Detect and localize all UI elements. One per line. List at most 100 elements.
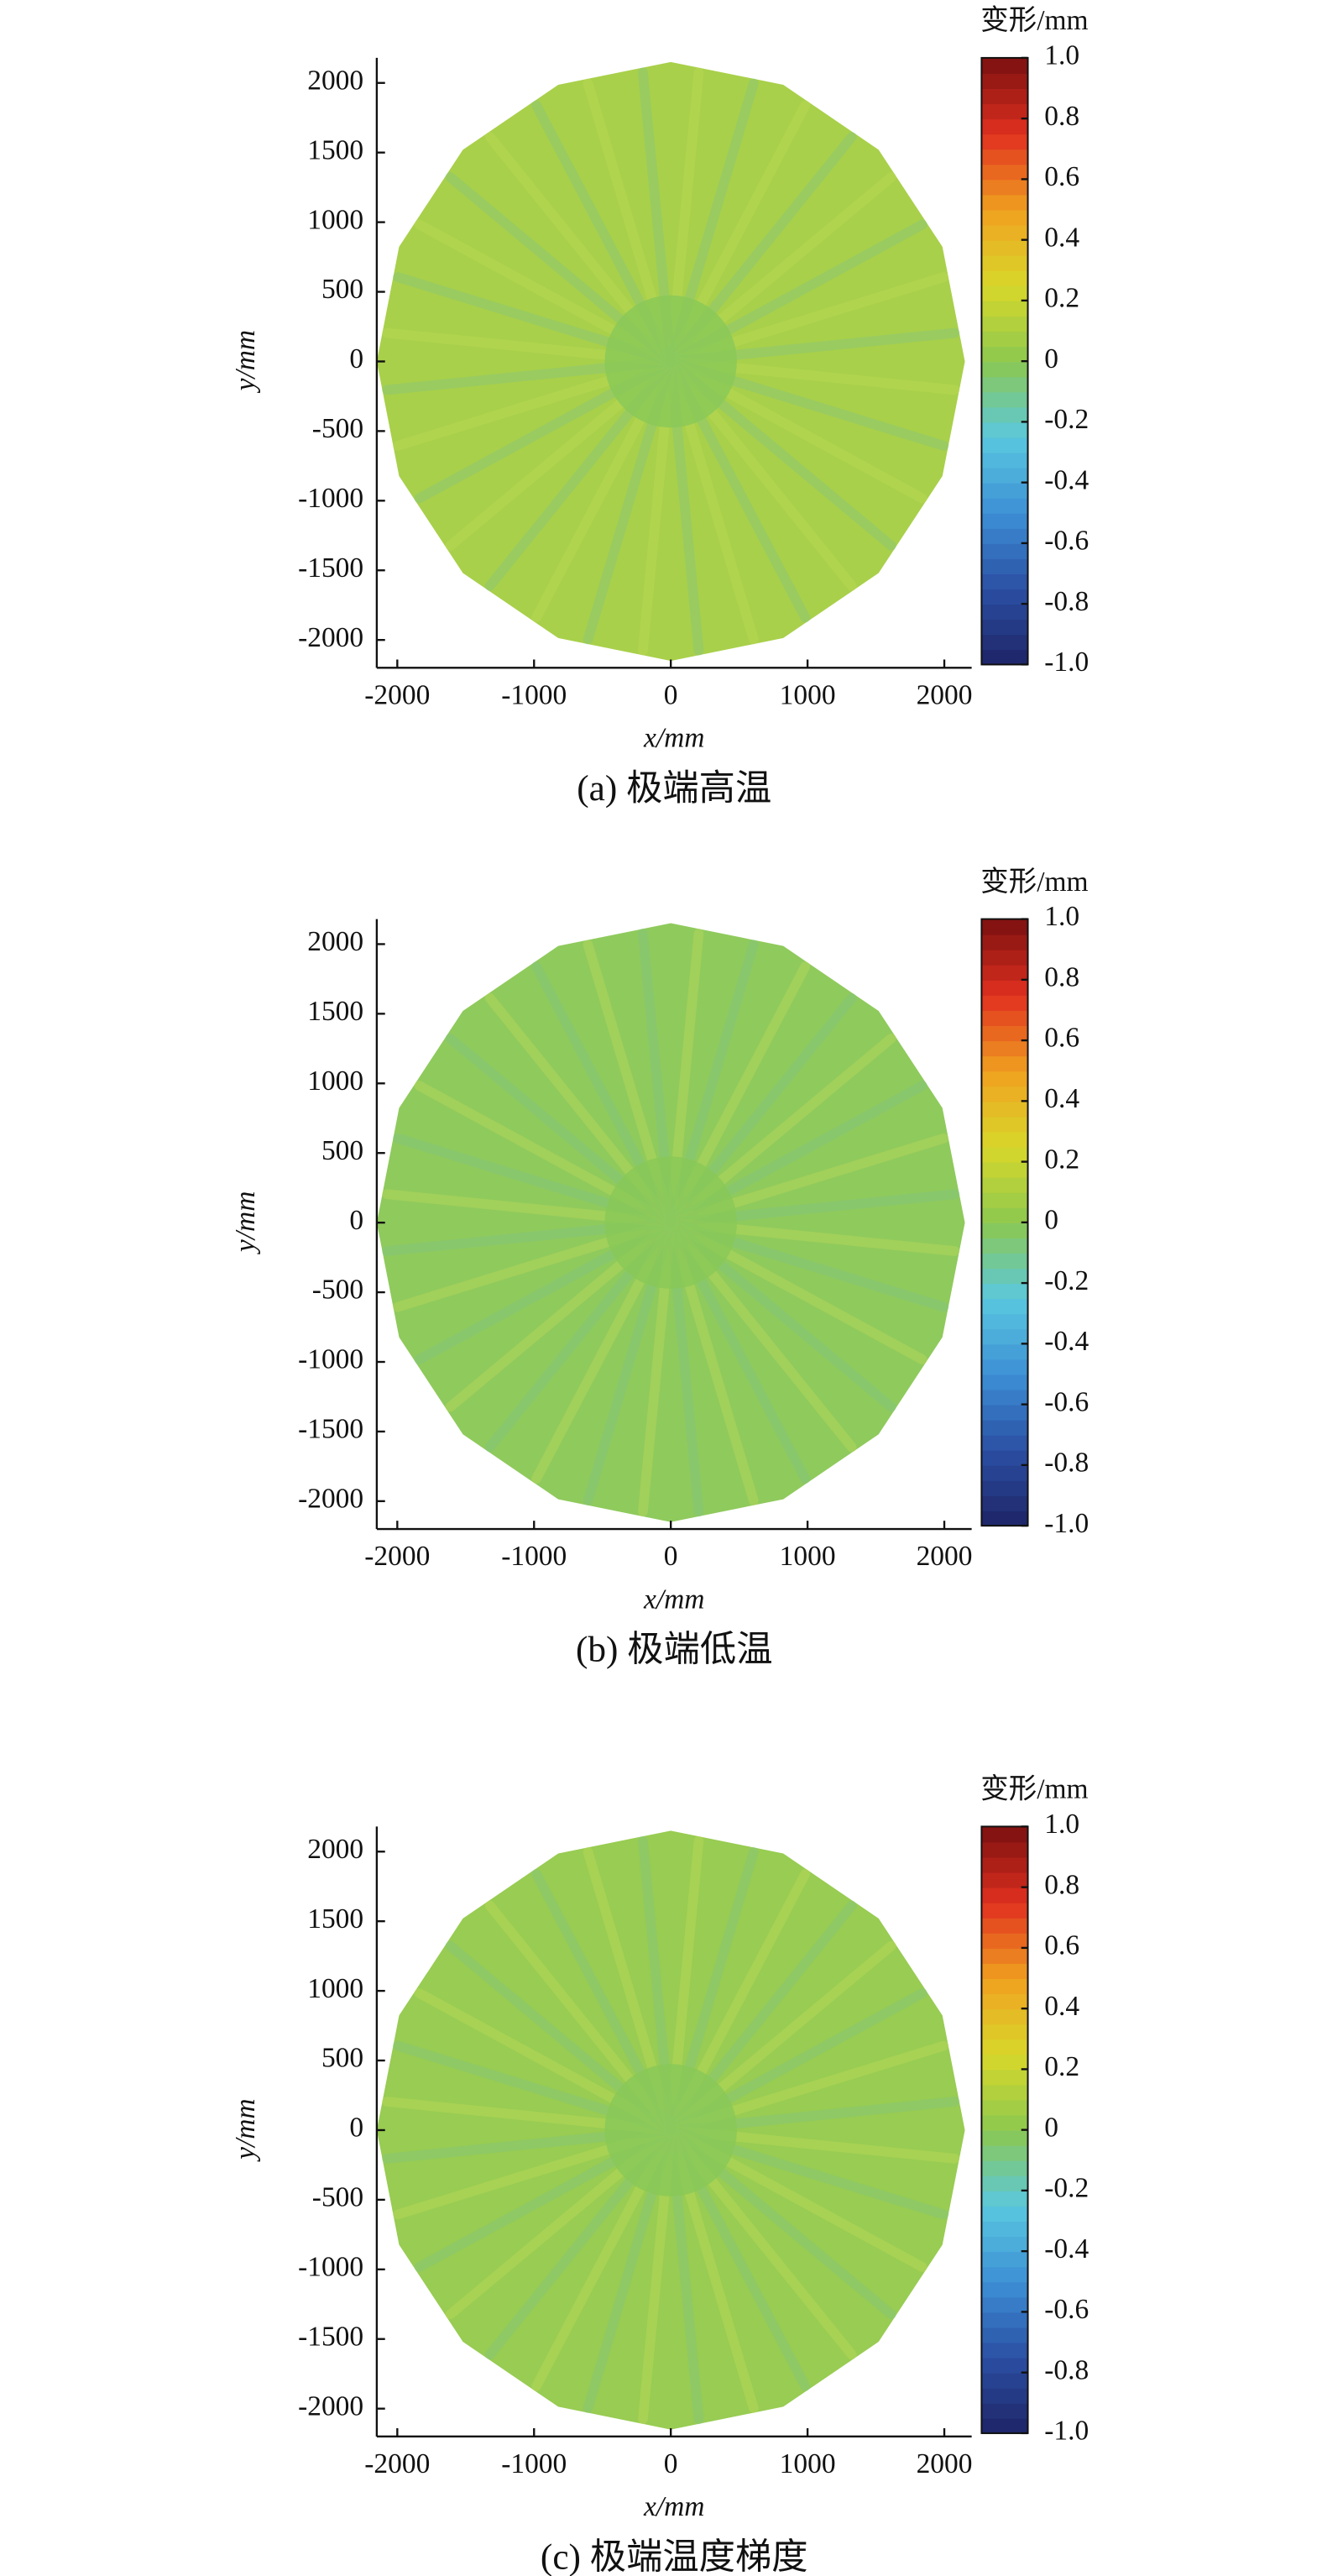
y-tick-label: 500 bbox=[321, 1135, 363, 1166]
y-tick-label: 0 bbox=[349, 343, 363, 374]
colorbar-band bbox=[981, 1025, 1028, 1042]
colorbar-band bbox=[981, 994, 1028, 1011]
y-tick-label: -1500 bbox=[298, 1414, 363, 1445]
colorbar-band bbox=[981, 72, 1028, 90]
colorbar-band bbox=[981, 452, 1028, 469]
colorbar-tick-label: 0.6 bbox=[1044, 1023, 1079, 1054]
colorbar-band bbox=[981, 315, 1028, 332]
colorbar-tick-label: -1.0 bbox=[1044, 647, 1089, 678]
colorbar-tick-label: 0 bbox=[1044, 2112, 1058, 2143]
x-tick-label: 2000 bbox=[917, 2448, 973, 2479]
colorbar-tick-label: 0.4 bbox=[1044, 1083, 1079, 1114]
colorbar-band bbox=[981, 331, 1028, 348]
colorbar-band bbox=[981, 1887, 1028, 1903]
colorbar-band bbox=[981, 2342, 1028, 2359]
colorbar-band bbox=[981, 1298, 1028, 1315]
y-tick-label: 0 bbox=[349, 2113, 363, 2144]
colorbar-band bbox=[981, 300, 1028, 317]
y-tick-label: 1000 bbox=[307, 1973, 363, 2004]
panel: -2000 -1000 0 1000 2000 -2000 -1500 -1000 -500 0 5… bbox=[230, 1774, 1089, 2576]
y-tick-label: 1000 bbox=[307, 1065, 363, 1097]
colorbar-band bbox=[981, 1872, 1028, 1888]
colorbar-band bbox=[981, 134, 1028, 150]
colorbar-band bbox=[981, 467, 1028, 484]
x-tick-label: 2000 bbox=[917, 1541, 973, 1572]
colorbar-band bbox=[981, 376, 1028, 393]
colorbar-band bbox=[981, 1419, 1028, 1436]
x-tick-label: 1000 bbox=[780, 2448, 836, 2479]
colorbar-band bbox=[981, 964, 1028, 981]
colorbar-band bbox=[981, 919, 1028, 935]
x-tick-label: -2000 bbox=[364, 1541, 430, 1572]
y-tick-label: -2000 bbox=[298, 1484, 363, 1515]
colorbar-band bbox=[981, 1947, 1028, 1964]
colorbar-band bbox=[981, 239, 1028, 256]
colorbar-band bbox=[981, 1932, 1028, 1949]
panel: -2000 -1000 0 1000 2000 -2000 -1500 -1000 -500 0 5… bbox=[230, 867, 1089, 1670]
colorbar-band bbox=[981, 1359, 1028, 1375]
colorbar-band bbox=[981, 118, 1028, 135]
colorbar-tick-label: -0.4 bbox=[1044, 464, 1089, 495]
colorbar-tick-label: 1.0 bbox=[1044, 40, 1079, 71]
x-tick-label: -1000 bbox=[501, 679, 567, 710]
x-axis-label: x/mm bbox=[643, 1584, 704, 1615]
colorbar-band bbox=[981, 2387, 1028, 2404]
colorbar-band bbox=[981, 2144, 1028, 2161]
colorbar-band bbox=[981, 1161, 1028, 1178]
colorbar-band bbox=[981, 2357, 1028, 2374]
colorbar-band bbox=[981, 1055, 1028, 1072]
colorbar-band bbox=[981, 2221, 1028, 2238]
colorbar-band bbox=[981, 573, 1028, 590]
colorbar-band bbox=[981, 589, 1028, 605]
colorbar-band bbox=[981, 2205, 1028, 2223]
colorbar-band bbox=[981, 1434, 1028, 1451]
colorbar-band bbox=[981, 2251, 1028, 2268]
colorbar-tick-label: 0 bbox=[1044, 1205, 1058, 1236]
panel-caption: (b) 极端低温 bbox=[576, 1630, 773, 1670]
panel: -2000 -1000 0 1000 2000 -2000 -1500 -1000 -500 0 5… bbox=[230, 5, 1089, 809]
colorbar-band bbox=[981, 1464, 1028, 1481]
colorbar-title: 变形/mm bbox=[980, 5, 1088, 36]
colorbar-band bbox=[981, 2114, 1028, 2131]
colorbar-band bbox=[981, 1313, 1028, 1330]
colorbar-title: 变形/mm bbox=[980, 867, 1088, 898]
colorbar-band bbox=[981, 2281, 1028, 2298]
colorbar-band bbox=[981, 1252, 1028, 1270]
colorbar-band bbox=[981, 2312, 1028, 2328]
x-tick-label: -1000 bbox=[501, 1541, 567, 1572]
colorbar-band bbox=[981, 604, 1028, 620]
y-tick-label: -500 bbox=[312, 2182, 363, 2213]
colorbar-band bbox=[981, 1389, 1028, 1406]
colorbar-band bbox=[981, 1479, 1028, 1496]
colorbar-tick-label: 0.8 bbox=[1044, 962, 1079, 993]
panel-caption: (a) 极端高温 bbox=[577, 768, 771, 809]
colorbar-band bbox=[981, 1009, 1028, 1027]
colorbar-band bbox=[981, 1511, 1028, 1527]
colorbar-band bbox=[981, 2296, 1028, 2313]
colorbar-band bbox=[981, 1328, 1028, 1345]
colorbar-band bbox=[981, 406, 1028, 423]
colorbar-band bbox=[981, 979, 1028, 996]
y-tick-label: -2000 bbox=[298, 2390, 363, 2422]
x-tick-label: 0 bbox=[664, 1541, 678, 1572]
y-tick-label: 2000 bbox=[307, 65, 363, 96]
colorbar-band bbox=[981, 1841, 1028, 1858]
colorbar-tick-label: 0.8 bbox=[1044, 1869, 1079, 1900]
y-tick-label: 500 bbox=[321, 2043, 363, 2074]
colorbar-band bbox=[981, 88, 1028, 105]
colorbar-band bbox=[981, 1086, 1028, 1102]
y-axis-label: y/mm bbox=[230, 330, 261, 393]
y-tick-label: 1500 bbox=[307, 134, 363, 165]
colorbar-band bbox=[981, 1902, 1028, 1919]
colorbar-band bbox=[981, 194, 1028, 211]
colorbar-band bbox=[981, 1978, 1028, 1995]
colorbar-band bbox=[981, 1917, 1028, 1934]
x-tick-label: -2000 bbox=[364, 2448, 430, 2479]
colorbar-band bbox=[981, 391, 1028, 408]
colorbar-band bbox=[981, 934, 1028, 950]
colorbar-tick-label: -0.8 bbox=[1044, 586, 1089, 617]
colorbar-band bbox=[981, 1116, 1028, 1133]
colorbar-band bbox=[981, 346, 1028, 363]
colorbar-band bbox=[981, 482, 1028, 499]
colorbar-tick-label: 0.2 bbox=[1044, 283, 1079, 314]
